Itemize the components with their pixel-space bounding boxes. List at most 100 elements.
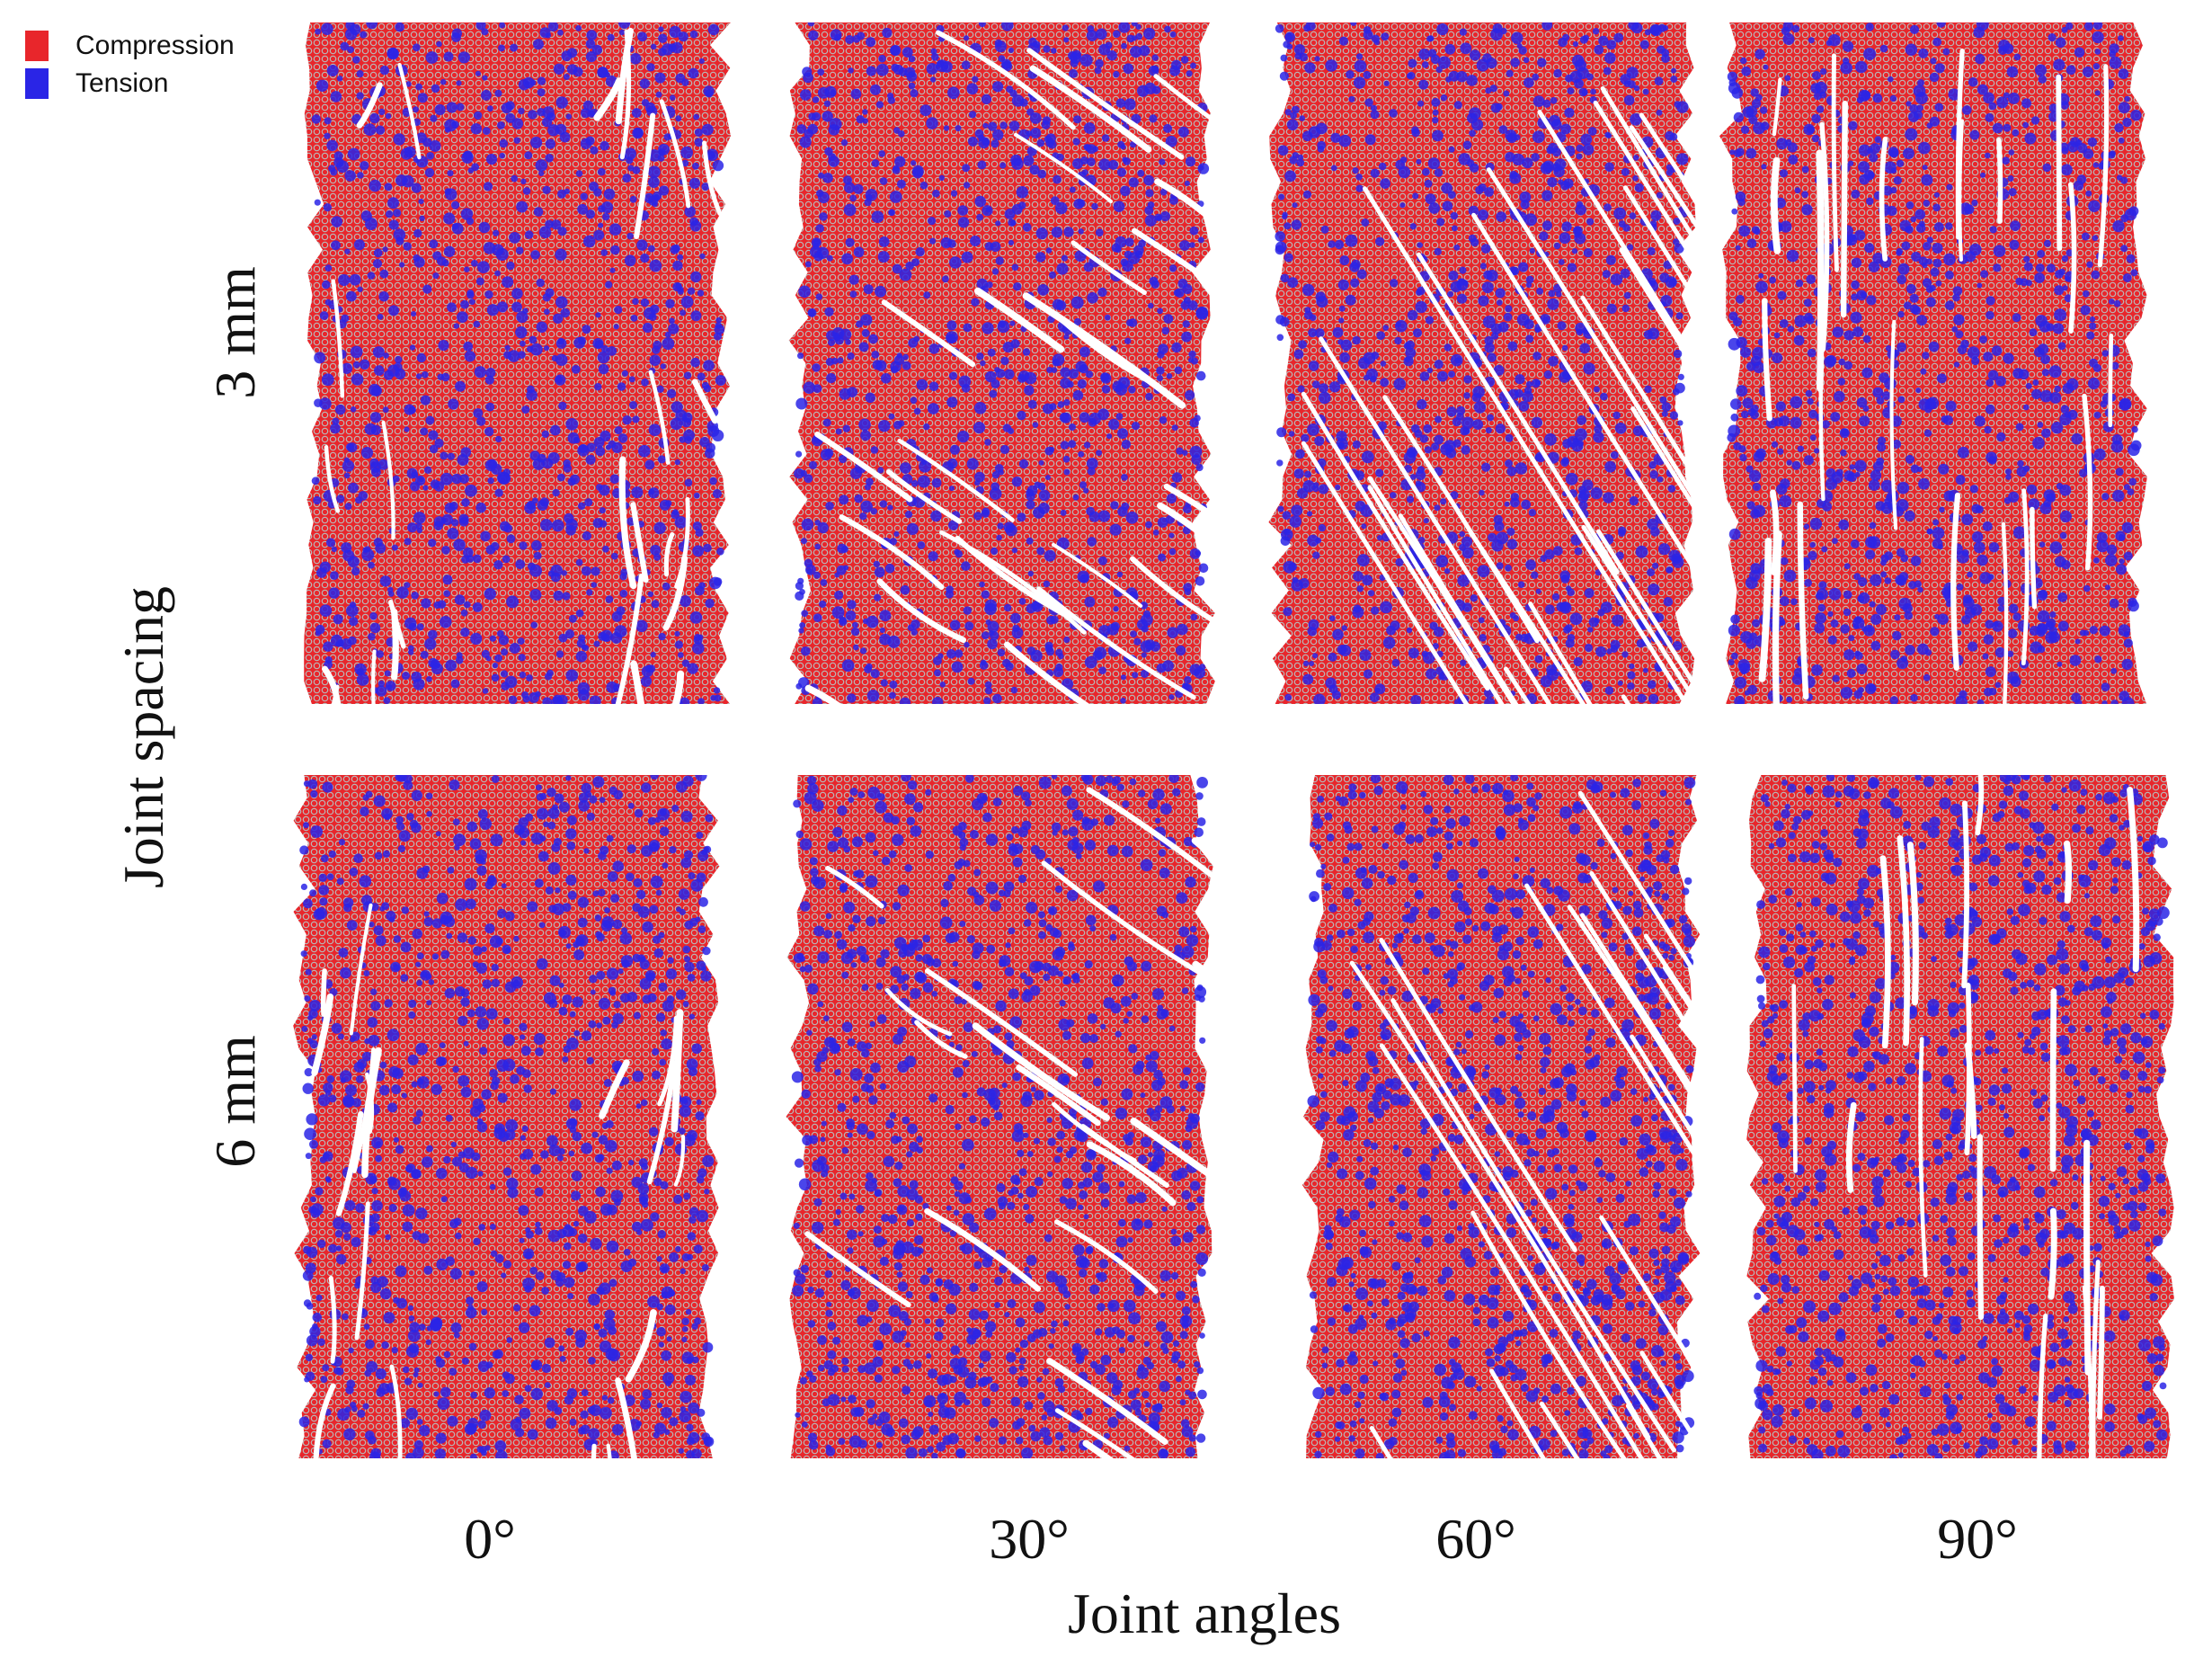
tension-particle	[2061, 26, 2068, 33]
tension-particle	[687, 1232, 697, 1241]
tension-particle	[665, 968, 678, 980]
tension-particle	[1036, 1377, 1043, 1383]
tension-particle	[1994, 646, 2006, 658]
tension-particle	[1304, 470, 1311, 478]
tension-particle	[1457, 575, 1470, 587]
tension-particle	[1780, 596, 1790, 607]
tension-particle	[804, 129, 813, 138]
tension-particle	[1184, 180, 1190, 186]
tension-particle	[476, 1281, 488, 1293]
tension-particle	[605, 281, 613, 289]
tension-particle	[1991, 345, 2003, 356]
tension-particle	[551, 354, 558, 362]
legend-item-compression: Compression	[25, 27, 235, 65]
tension-particle	[393, 935, 402, 943]
tension-particle	[1334, 239, 1345, 250]
tension-particle	[323, 641, 333, 652]
tension-particle	[492, 662, 499, 669]
tension-particle	[661, 1266, 668, 1273]
crack	[625, 1309, 657, 1383]
tension-particle	[1735, 245, 1741, 251]
tension-particle	[1941, 587, 1951, 597]
tension-particle	[2003, 352, 2014, 364]
tension-particle	[1806, 274, 1816, 285]
tension-particle	[629, 195, 637, 203]
tension-particle	[1532, 73, 1540, 81]
tension-particle	[530, 1163, 542, 1175]
tension-particle	[1024, 1266, 1030, 1272]
tension-particle	[2096, 539, 2109, 553]
tension-particle	[545, 154, 554, 163]
tension-particle	[963, 1021, 973, 1032]
tension-particle	[1456, 71, 1468, 83]
tension-particle	[369, 611, 378, 620]
tension-particle	[1434, 168, 1444, 177]
tension-particle	[431, 84, 440, 94]
tension-particle	[1087, 292, 1098, 304]
tension-particle	[624, 147, 636, 161]
tension-particle	[954, 649, 964, 658]
tension-particle	[2081, 232, 2090, 241]
tension-particle	[1975, 53, 1985, 65]
tension-particle	[899, 697, 911, 704]
tension-particle	[2092, 63, 2101, 70]
tension-particle	[2057, 620, 2069, 632]
tension-particle	[596, 1022, 602, 1029]
crack	[2001, 521, 2009, 704]
tension-particle	[437, 256, 447, 266]
tension-particle	[373, 795, 386, 807]
tension-particle	[1131, 1218, 1143, 1231]
tension-particle	[1008, 239, 1015, 245]
tension-particle	[1672, 641, 1683, 651]
tension-particle	[1859, 415, 1870, 427]
tension-particle	[401, 906, 410, 914]
tension-particle	[937, 1393, 948, 1404]
tension-particle	[1647, 246, 1656, 255]
tension-particle	[1091, 202, 1098, 210]
tension-particle	[525, 813, 534, 822]
tension-particle	[356, 70, 364, 78]
tension-particle	[1650, 209, 1662, 221]
tension-swatch	[25, 68, 49, 99]
tension-particle	[1953, 314, 1965, 325]
tension-particle	[980, 360, 986, 367]
tension-particle	[1106, 844, 1119, 857]
tension-particle	[1029, 165, 1040, 175]
tension-particle	[1491, 332, 1499, 340]
tension-particle	[476, 416, 486, 426]
tension-particle	[974, 1435, 982, 1442]
tension-particle	[1614, 423, 1627, 434]
tension-particle	[1626, 67, 1639, 79]
tension-particle	[1481, 281, 1494, 294]
tension-particle	[947, 239, 956, 248]
tension-particle	[1669, 411, 1679, 420]
tension-particle	[382, 246, 388, 253]
tension-particle	[557, 189, 566, 199]
tension-particle	[493, 229, 500, 236]
tension-particle	[1358, 357, 1371, 370]
tension-particle	[838, 1438, 846, 1445]
tension-particle	[546, 1135, 558, 1147]
tension-particle	[1806, 316, 1815, 325]
tension-particle	[431, 663, 443, 675]
tension-particle	[680, 1268, 686, 1275]
tension-particle	[1447, 290, 1453, 298]
tension-particle	[1936, 373, 1947, 384]
tension-particle	[1299, 115, 1305, 121]
tension-particle	[320, 854, 329, 863]
tension-particle	[2122, 273, 2132, 282]
tension-particle	[1532, 130, 1545, 144]
tension-particle	[1168, 532, 1175, 539]
tension-particle	[808, 112, 816, 120]
tension-particle	[910, 89, 919, 98]
tension-particle	[662, 862, 669, 869]
tension-particle	[413, 228, 422, 238]
tension-particle	[1613, 32, 1624, 43]
tension-particle	[391, 544, 398, 551]
tension-particle	[1923, 673, 1931, 682]
tension-particle	[870, 669, 880, 679]
tension-particle	[653, 935, 662, 944]
tension-particle	[868, 334, 878, 344]
tension-particle	[1417, 537, 1426, 544]
tension-particle	[617, 382, 626, 391]
